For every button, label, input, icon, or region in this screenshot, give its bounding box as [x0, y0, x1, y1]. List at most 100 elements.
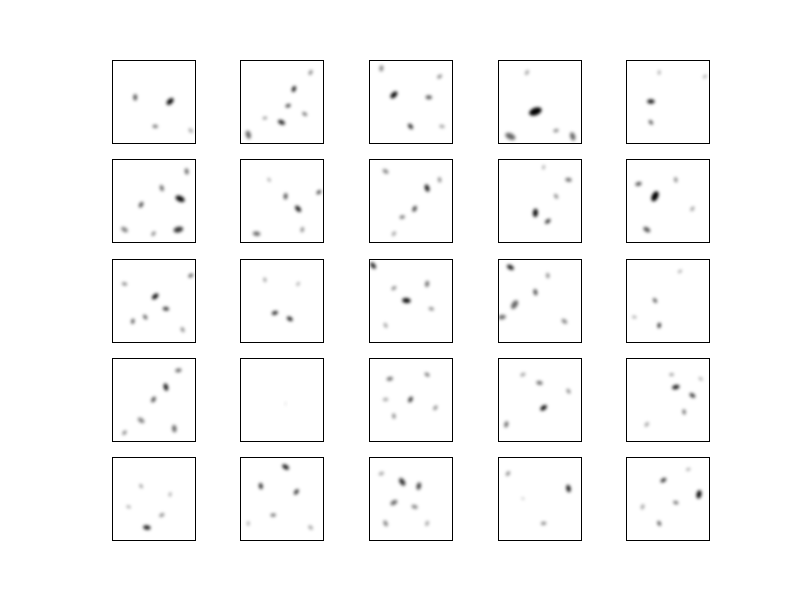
tile-mark	[682, 409, 686, 415]
tile-background	[498, 159, 581, 242]
tile-mark	[383, 322, 388, 328]
image-tile-r2-c2	[240, 159, 324, 243]
tile-mark	[411, 504, 418, 509]
tile-mark	[133, 94, 138, 101]
tile-background	[240, 159, 323, 242]
tile-mark	[545, 218, 551, 224]
image-tile-r2-c4	[498, 159, 582, 243]
tile-mark	[138, 201, 144, 208]
image-tile-r4-c5	[626, 358, 710, 442]
tile-mark	[546, 272, 550, 279]
tile-mark	[383, 520, 388, 527]
tile-mark	[172, 424, 177, 433]
tile-mark	[402, 297, 411, 304]
tile-frame	[369, 457, 453, 541]
tile-mark	[540, 521, 547, 526]
tile-frame	[112, 358, 196, 442]
tile-frame	[498, 159, 582, 243]
tile-marks	[263, 277, 300, 322]
image-tile-r2-c1	[112, 159, 196, 243]
tile-mark	[267, 177, 271, 182]
tile-mark	[690, 206, 695, 212]
image-tile-r4-c2	[240, 358, 324, 442]
tile-mark	[302, 111, 308, 117]
tile-mark	[686, 468, 691, 471]
tile-mark	[640, 504, 645, 510]
tile-mark	[143, 525, 151, 530]
tile-mark	[295, 205, 302, 212]
image-tile-r2-c3	[369, 159, 453, 243]
tile-frame	[112, 259, 196, 343]
tile-marks	[126, 484, 172, 530]
tile-mark	[131, 318, 135, 324]
tile-mark	[505, 132, 516, 141]
image-tile-r1-c2	[240, 60, 324, 144]
tile-mark	[437, 74, 442, 79]
tile-mark	[308, 525, 313, 530]
tile-marks	[379, 65, 445, 130]
tile-mark	[428, 307, 434, 311]
image-tile-r3-c3	[369, 259, 453, 343]
tile-frame	[498, 60, 582, 144]
tile-mark	[425, 95, 432, 100]
tile-mark	[657, 322, 661, 329]
tile-mark	[378, 471, 384, 476]
tile-mark	[263, 277, 267, 282]
tile-background	[240, 358, 323, 441]
tile-mark	[566, 388, 571, 394]
tile-mark	[379, 65, 384, 72]
tile-marks	[121, 168, 189, 237]
tile-mark	[316, 190, 322, 195]
tile-mark	[412, 205, 417, 212]
tile-mark	[505, 471, 511, 476]
image-tile-r5-c2	[240, 457, 324, 541]
tile-mark	[258, 482, 263, 490]
tile-mark	[151, 231, 156, 237]
tile-grid	[112, 60, 710, 541]
image-tile-r4-c1	[112, 358, 196, 442]
tile-mark	[425, 520, 429, 526]
tile-mark	[245, 130, 251, 139]
tile-mark	[529, 107, 542, 116]
tile-frame	[626, 358, 710, 442]
tile-frame	[240, 60, 324, 144]
tile-mark	[262, 116, 268, 120]
tile-mark	[651, 191, 659, 202]
tile-mark	[391, 286, 397, 291]
tile-mark	[121, 282, 128, 286]
tile-marks	[378, 471, 429, 527]
tile-mark	[159, 185, 164, 192]
tile-marks	[635, 177, 695, 233]
tile-mark	[660, 477, 667, 483]
tile-marks	[122, 368, 182, 436]
tile-frame	[369, 60, 453, 144]
tile-background	[626, 159, 709, 242]
tile-background	[626, 457, 709, 540]
tile-marks	[370, 262, 434, 328]
tile-mark	[536, 380, 543, 385]
tile-mark	[382, 169, 389, 174]
tile-mark	[399, 478, 406, 486]
tile-mark	[439, 124, 445, 129]
tile-mark	[433, 405, 438, 411]
tile-mark	[542, 165, 545, 170]
tile-mark	[293, 489, 299, 495]
tile-frame	[369, 259, 453, 343]
tile-mark	[382, 397, 389, 402]
image-tile-r1-c1	[112, 60, 196, 144]
tile-marks	[133, 94, 193, 133]
tile-frame	[369, 159, 453, 243]
tile-frame	[626, 259, 710, 343]
tile-frame	[626, 457, 710, 541]
tile-mark	[416, 482, 422, 490]
image-tile-r3-c2	[240, 259, 324, 343]
tile-mark	[424, 184, 430, 192]
tile-mark	[122, 430, 127, 436]
tile-mark	[689, 393, 696, 398]
tile-mark	[188, 273, 194, 278]
tile-mark	[643, 226, 651, 233]
tile-mark	[252, 231, 261, 236]
tile-mark	[296, 281, 300, 286]
tile-mark	[673, 500, 679, 505]
